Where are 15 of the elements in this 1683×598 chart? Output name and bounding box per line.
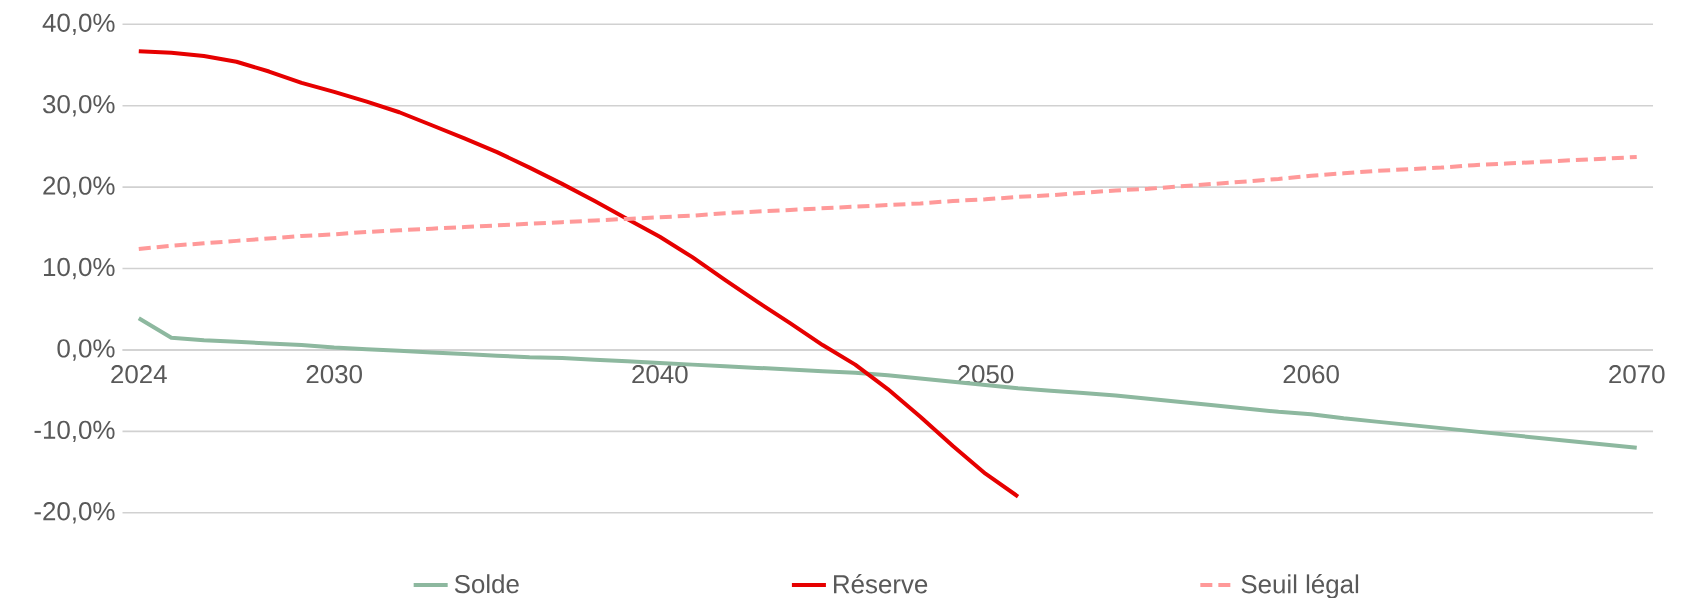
x-tick-label: 2070: [1609, 365, 1665, 384]
x-tick-label: 2060: [1283, 365, 1339, 384]
y-tick-label: 10,0%: [43, 257, 115, 280]
y-tick-label: 0,0%: [57, 339, 115, 361]
y-tick-label: 30,0%: [43, 95, 115, 117]
legend-label: Réserve: [834, 574, 928, 594]
y-tick-label: 20,0%: [43, 176, 115, 198]
legend-label: Seuil légal: [1241, 574, 1359, 598]
y-tick-label: -20,0%: [34, 502, 115, 524]
y-tick-label: -10,0%: [34, 420, 115, 443]
x-tick-label: 2030: [306, 365, 362, 384]
x-tick-label: 2024: [111, 365, 167, 384]
x-tick-label: 2040: [632, 365, 688, 384]
y-tick-label: 40,0%: [42, 13, 115, 35]
legend-label: Solde: [454, 574, 519, 594]
